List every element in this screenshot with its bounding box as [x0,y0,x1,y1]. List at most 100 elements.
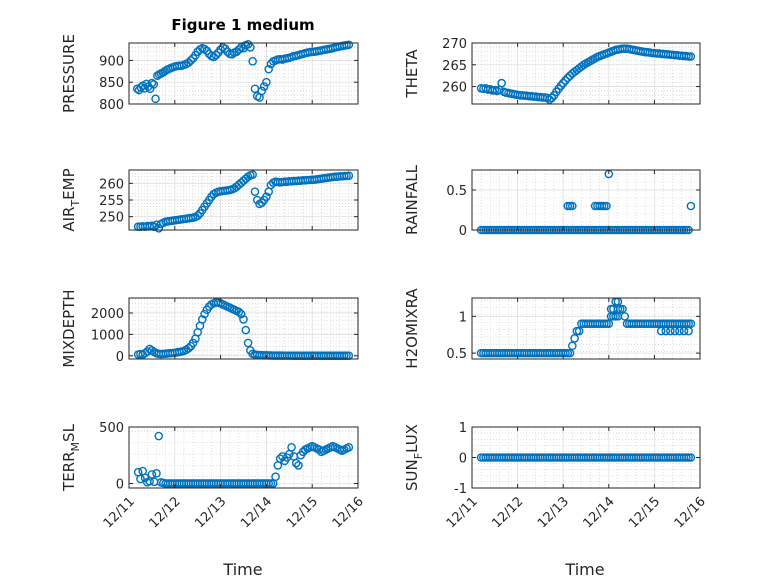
data-point [200,309,209,319]
x-axis-label-left: Time [222,560,262,579]
series-pressure [132,40,354,104]
data-point [613,312,623,321]
data-point [151,94,160,104]
y-tick-label: 2000 [91,307,124,322]
y-tick-label: 0 [116,477,124,492]
data-point [209,52,219,62]
y-axis-label: AIRTEMP [60,168,82,231]
series-theta [476,44,696,104]
axes-box [128,42,359,105]
data-point [232,47,241,57]
data-point [609,304,618,314]
data-point [656,326,666,336]
data-point [197,315,207,324]
y-tick-label: 270 [442,37,467,52]
data-point [561,76,570,85]
data-point [618,304,627,314]
data-point [545,95,554,104]
y-tick-label: 265 [442,59,467,74]
y-tick-label: 0.5 [446,184,467,199]
axes-box [471,42,701,105]
data-point [679,326,689,336]
data-point [264,64,273,74]
data-point [186,56,196,65]
axes-box [471,169,701,231]
y-tick-label: 260 [99,177,124,192]
subplot-rainfall: 0 0.5 RAINFALL [403,164,701,239]
data-point [136,474,145,484]
data-point [147,78,157,88]
y-tick-label: 800 [99,98,124,113]
data-point [344,40,354,50]
data-point [602,201,611,211]
data-point [248,57,257,66]
data-point [184,343,193,353]
data-point [570,334,579,343]
data-point [239,315,248,324]
data-point [670,326,680,336]
data-point [271,472,280,482]
x-axis-label-right: Time [564,560,604,579]
axes-box [128,426,359,489]
data-point [149,80,159,89]
axes-box [471,297,701,360]
data-point [497,78,506,88]
data-point [152,469,161,478]
data-point [257,198,267,207]
data-point [574,326,584,336]
y-tick-label: 1 [459,421,467,436]
data-point [259,82,269,91]
subplot-air-temp: 250 255 260 AIRTEMP [60,168,359,233]
data-point [227,50,237,59]
data-point [565,348,575,358]
y-tick-label: 500 [99,421,124,436]
data-point [262,77,271,87]
data-point [686,453,696,462]
data-point [193,211,202,220]
data-point [188,338,198,348]
y-tick-label: 0 [459,224,467,239]
data-point [556,81,566,90]
series-air-temp [133,170,354,233]
data-point [147,470,157,479]
data-point [686,319,696,329]
data-point [563,73,573,83]
y-axis-label: TERRMSL [60,423,82,492]
data-point [294,461,303,470]
y-tick-label: 1000 [91,328,124,343]
series-sun-flux [476,453,696,462]
y-tick-label: 0 [116,350,124,365]
series-h2omixra [476,297,696,358]
data-point [200,44,209,54]
y-axis-label: THETA [403,49,421,99]
data-point [547,93,557,103]
series-terr-msl [133,431,354,488]
axes-box [128,297,359,360]
y-tick-label: 255 [99,194,124,209]
y-tick-label: 850 [99,76,124,91]
data-point [241,325,251,335]
y-axis-label: PRESSURE [60,34,78,113]
y-axis-label: H2OMIXRA [403,288,421,369]
data-point [568,201,577,211]
data-point [344,171,354,180]
data-point [211,50,221,60]
data-point [684,326,693,336]
y-tick-label: 0.5 [446,347,467,362]
data-point [154,224,164,233]
data-point [686,52,696,61]
figure-title: Figure 1 medium [171,16,314,34]
y-axis-label: SUNFLUX [403,424,425,491]
y-tick-label: 900 [99,54,124,69]
data-point [184,58,193,67]
subplot-h2omixra: 0.5 1 H2OMIXRA [403,288,701,369]
data-point [234,307,244,317]
data-point [291,458,301,468]
subplot-mixdepth: 0 1000 2000 MIXDEPTH [60,289,359,368]
data-point [248,170,257,179]
y-axis-label: RAINFALL [403,164,421,235]
data-point [686,201,696,211]
data-point [604,319,614,329]
